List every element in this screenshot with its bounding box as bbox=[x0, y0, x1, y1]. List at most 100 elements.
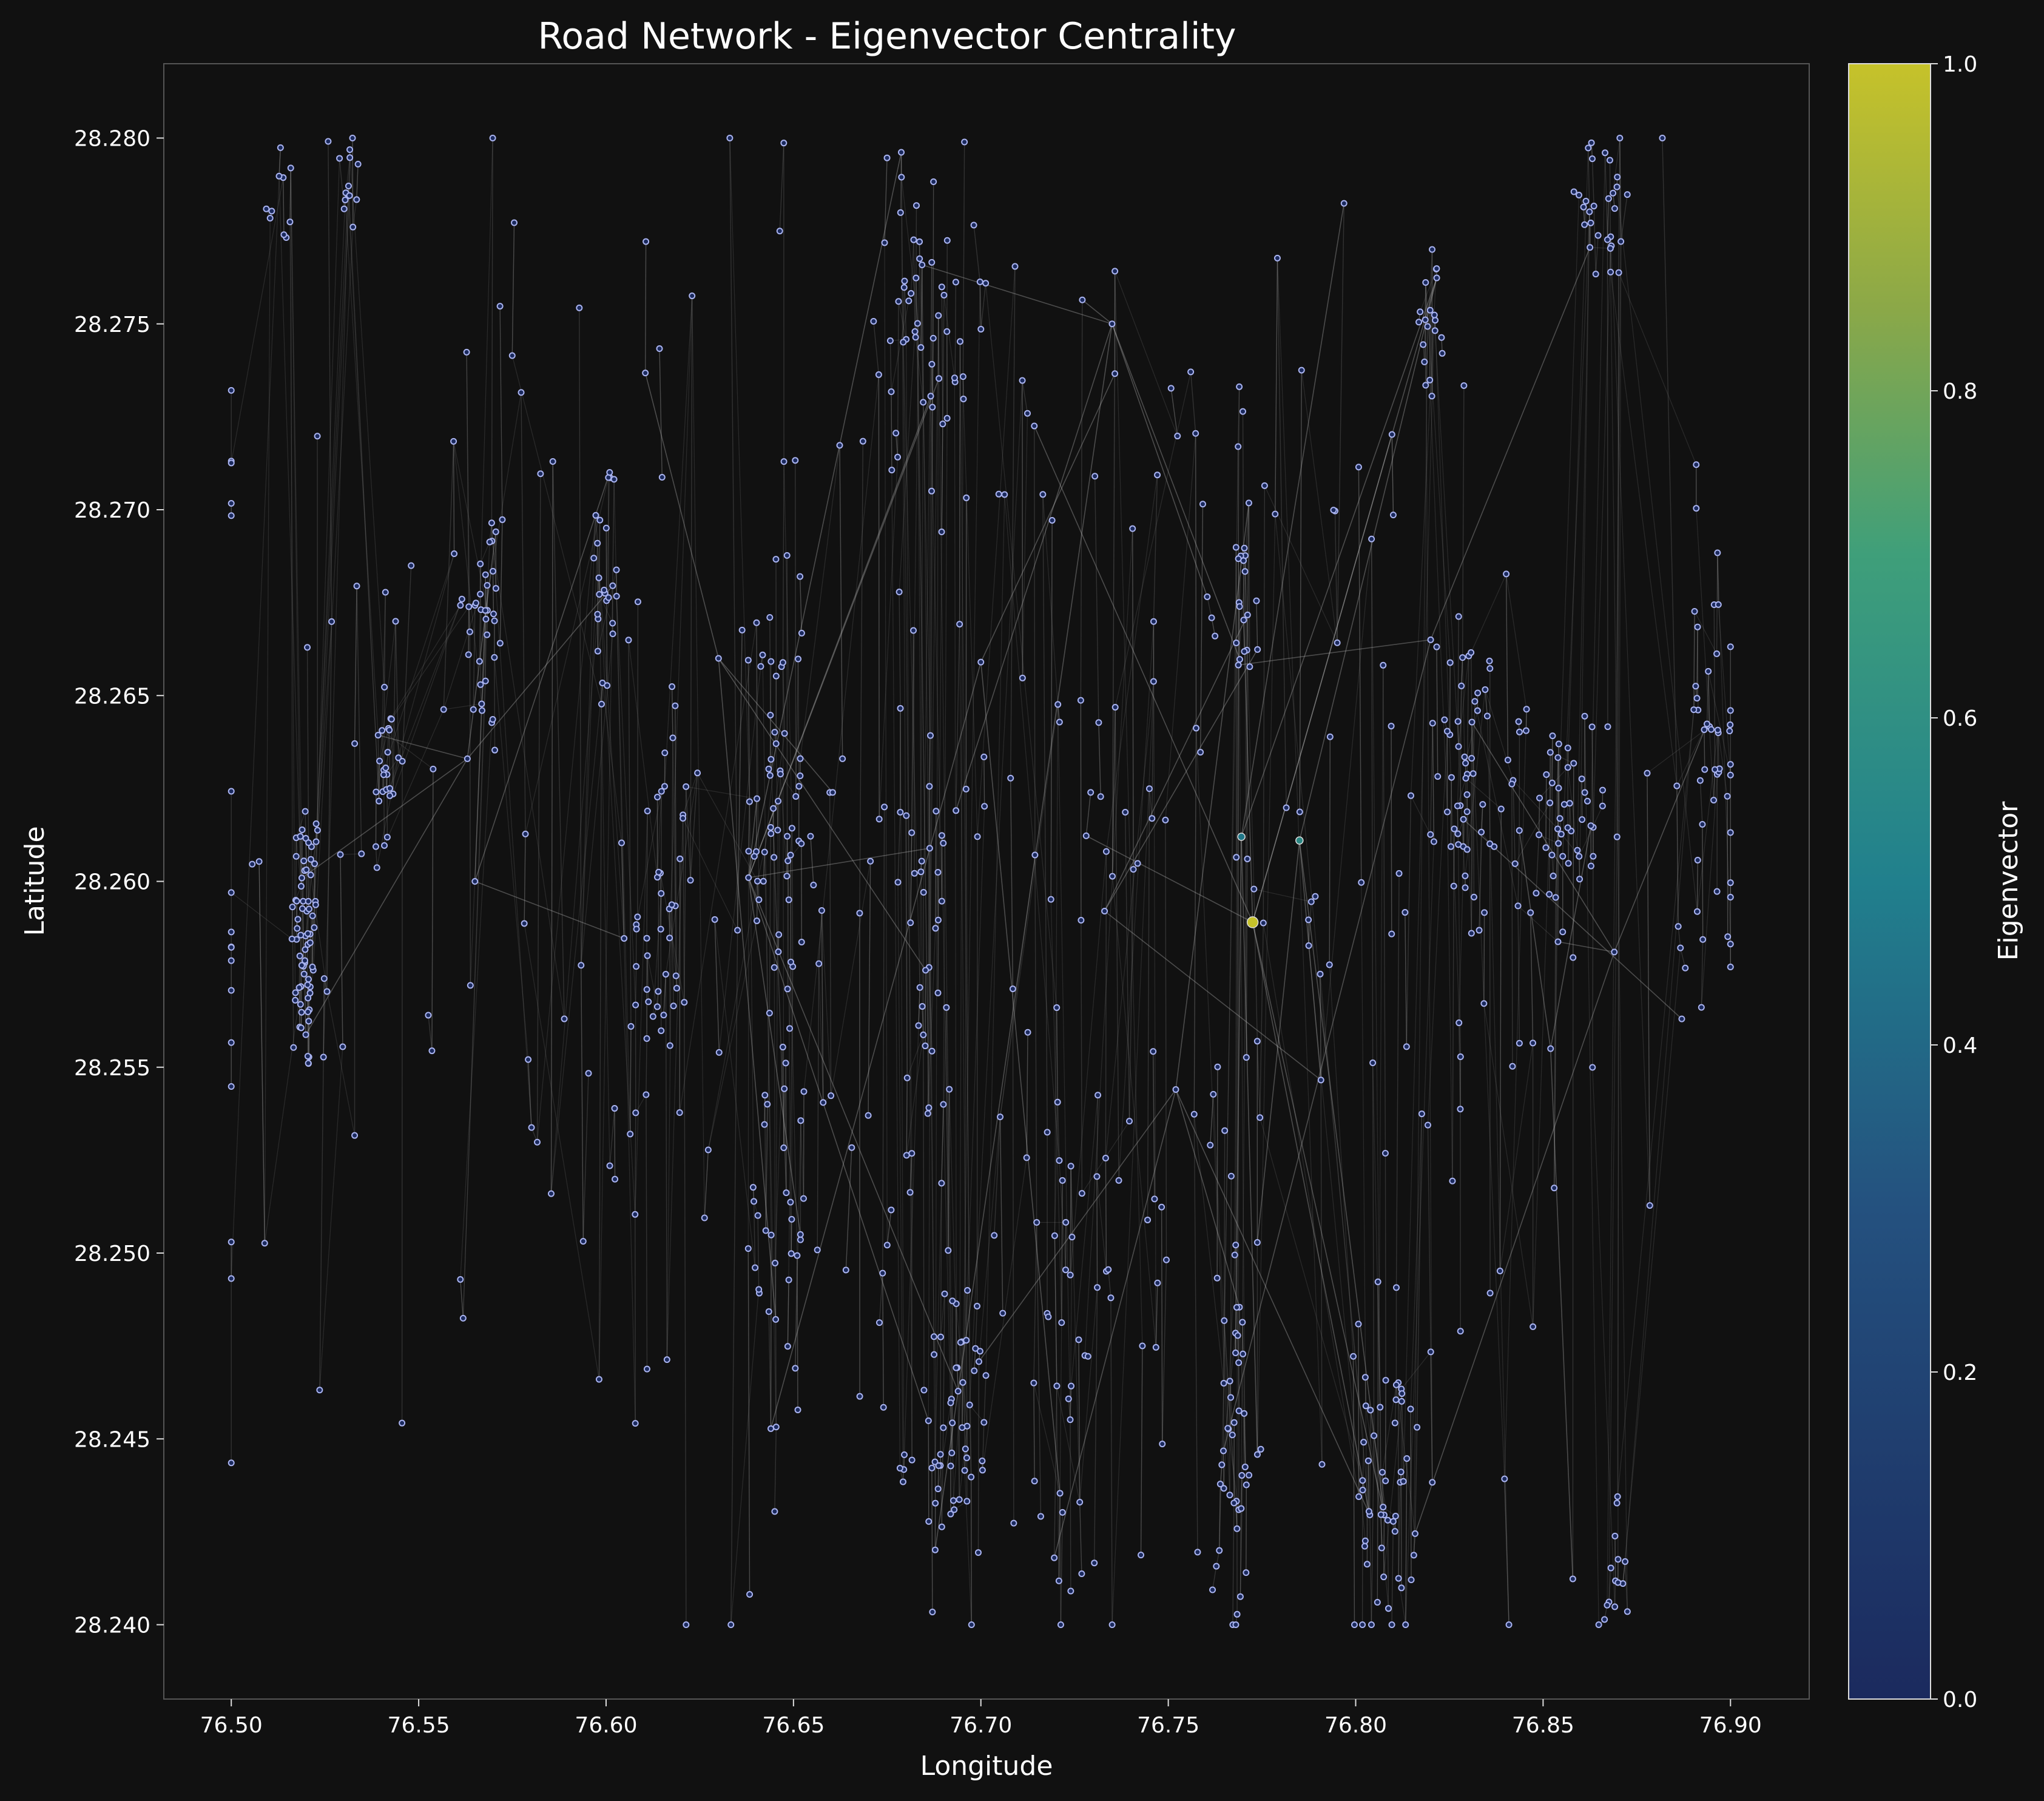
network-node bbox=[351, 1132, 359, 1139]
network-node bbox=[1588, 155, 1596, 163]
network-edge bbox=[690, 772, 698, 880]
network-node bbox=[916, 255, 923, 262]
network-node bbox=[477, 681, 484, 688]
network-node bbox=[1455, 841, 1462, 848]
network-node bbox=[1167, 385, 1175, 392]
network-edge bbox=[1405, 1458, 1408, 1625]
network-edge bbox=[672, 737, 676, 906]
network-edge bbox=[1377, 1282, 1381, 1408]
network-node bbox=[1075, 1336, 1082, 1343]
network-edge bbox=[453, 441, 488, 610]
network-edge bbox=[1513, 780, 1558, 830]
network-node bbox=[1091, 473, 1099, 480]
hub-edge bbox=[770, 661, 982, 1429]
network-edge bbox=[773, 857, 775, 968]
network-node bbox=[683, 783, 690, 790]
network-node bbox=[1233, 854, 1240, 861]
network-node bbox=[1514, 902, 1522, 910]
network-node bbox=[1523, 706, 1530, 713]
network-node bbox=[1232, 544, 1240, 551]
network-edge bbox=[1140, 1345, 1143, 1555]
x-tick-label: 76.85 bbox=[1512, 1713, 1574, 1738]
network-edge bbox=[1085, 792, 1091, 836]
network-node bbox=[1355, 464, 1362, 471]
network-node bbox=[476, 658, 483, 665]
network-node bbox=[1400, 1478, 1407, 1485]
network-node bbox=[484, 582, 491, 589]
network-edge bbox=[646, 1038, 647, 1095]
network-edge bbox=[1365, 1405, 1381, 1515]
hub-edge bbox=[1175, 1089, 1240, 1308]
network-edge bbox=[1536, 834, 1540, 893]
network-node bbox=[848, 1144, 855, 1151]
network-edge bbox=[940, 1183, 942, 1337]
network-edge bbox=[714, 919, 756, 1268]
network-edge bbox=[941, 1427, 944, 1527]
network-edge bbox=[310, 874, 328, 992]
network-node bbox=[746, 798, 753, 805]
hub-edge bbox=[1111, 323, 1241, 660]
network-edge bbox=[1485, 689, 1488, 717]
network-node bbox=[309, 964, 316, 971]
network-node bbox=[775, 931, 783, 938]
network-node bbox=[1410, 1552, 1417, 1559]
network-edge bbox=[899, 592, 901, 709]
network-node bbox=[382, 589, 389, 596]
network-node bbox=[228, 957, 235, 964]
network-edge bbox=[258, 861, 265, 1243]
network-node bbox=[1483, 712, 1491, 720]
network-edge bbox=[948, 1089, 950, 1251]
network-node bbox=[1056, 1490, 1064, 1497]
network-edge bbox=[839, 445, 843, 759]
network-edge bbox=[1462, 385, 1465, 658]
network-node bbox=[1392, 1513, 1399, 1520]
network-node bbox=[934, 869, 942, 876]
network-edge bbox=[965, 789, 970, 1405]
network-edge bbox=[1662, 138, 1678, 786]
network-edge bbox=[579, 308, 582, 965]
network-node bbox=[656, 345, 663, 352]
network-edge bbox=[258, 861, 265, 1243]
network-edge bbox=[658, 872, 659, 992]
network-edge bbox=[1558, 788, 1560, 819]
network-node bbox=[1511, 860, 1519, 867]
network-node bbox=[1588, 723, 1596, 731]
network-node bbox=[1575, 191, 1582, 198]
network-edge bbox=[966, 806, 985, 1291]
network-node bbox=[490, 610, 497, 618]
network-node bbox=[632, 1211, 639, 1218]
network-node bbox=[797, 573, 804, 580]
network-node bbox=[579, 1238, 587, 1245]
network-node bbox=[302, 808, 309, 815]
network-node bbox=[1712, 766, 1719, 773]
network-node bbox=[888, 467, 896, 474]
network-node bbox=[1256, 1114, 1264, 1121]
network-edge bbox=[1459, 1022, 1461, 1109]
network-node bbox=[1382, 1477, 1389, 1484]
network-edge bbox=[1458, 655, 1469, 747]
network-edge bbox=[665, 974, 668, 1360]
network-node bbox=[1397, 1468, 1405, 1476]
network-edge bbox=[319, 1046, 343, 1390]
network-node bbox=[925, 1518, 933, 1525]
network-node bbox=[658, 890, 665, 897]
network-edge bbox=[1505, 573, 1509, 760]
network-node bbox=[1454, 718, 1462, 725]
network-edge bbox=[1616, 709, 1695, 1504]
network-edge bbox=[1706, 671, 1709, 725]
network-node bbox=[1122, 808, 1129, 816]
network-node bbox=[450, 438, 457, 445]
network-node bbox=[660, 1012, 667, 1019]
network-node bbox=[1009, 985, 1016, 993]
network-node bbox=[1403, 1043, 1410, 1050]
network-edge bbox=[1619, 138, 1622, 242]
network-edge bbox=[1617, 272, 1619, 1583]
network-edge bbox=[929, 735, 931, 786]
network-node bbox=[1644, 769, 1651, 777]
network-edge bbox=[909, 1153, 912, 1192]
network-edge bbox=[527, 1059, 532, 1128]
network-edge bbox=[1236, 1501, 1238, 1529]
network-node bbox=[477, 590, 484, 598]
network-node bbox=[1057, 1621, 1064, 1628]
network-edge bbox=[468, 606, 471, 632]
